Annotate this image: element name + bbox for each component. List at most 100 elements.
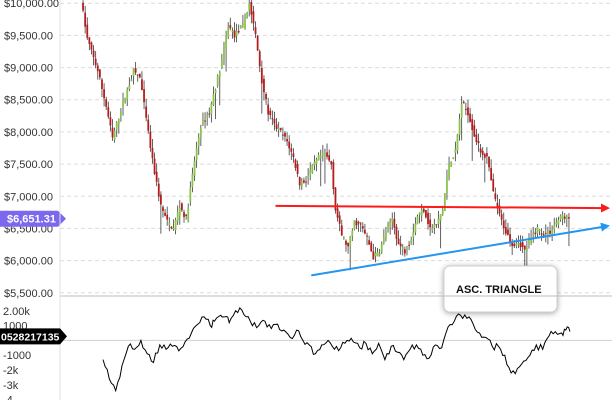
candle-body (210, 103, 213, 115)
candle-body (250, 2, 253, 15)
candle-body (435, 224, 438, 226)
candle-body (155, 171, 158, 182)
y-tick-label: $6,000.00 (4, 256, 53, 268)
candle-body (389, 220, 392, 226)
candle-body (412, 232, 415, 238)
candle-body (162, 207, 164, 212)
candle-body (521, 242, 524, 247)
annotation-callout: ASC. TRIANGLE (443, 265, 558, 313)
candle-body (294, 159, 297, 168)
candle-body (549, 230, 551, 234)
candle-body (176, 212, 179, 222)
candle-body (187, 207, 190, 222)
candle-body (206, 115, 209, 118)
candle-body (178, 207, 181, 216)
candle-body (456, 134, 459, 151)
candle-body (94, 58, 97, 66)
candle-body (393, 218, 396, 228)
candle-body (433, 224, 436, 228)
candle-body (124, 97, 127, 102)
candle-body (136, 74, 139, 76)
candle-body (128, 85, 131, 90)
candle-body (82, 2, 84, 11)
candle-body (338, 215, 341, 224)
candle-body (111, 127, 114, 138)
candle-body (353, 220, 356, 230)
candle-body (117, 119, 120, 125)
candle-body (101, 79, 103, 89)
candle-body (181, 203, 183, 211)
candle-body (246, 12, 249, 19)
candle-body (269, 110, 272, 116)
candle-body (220, 60, 223, 68)
candle-body (199, 127, 202, 139)
candle-body (248, 3, 251, 10)
candle-body (153, 158, 156, 174)
candle-body (315, 159, 318, 164)
candle-body (532, 233, 535, 236)
y-tick-label: $9,000.00 (4, 63, 53, 75)
candle-body (237, 30, 240, 33)
candle-body (258, 51, 261, 67)
candle-body (403, 249, 406, 254)
annotation-box (443, 265, 558, 313)
candle-body (189, 188, 192, 202)
candle-body (332, 162, 335, 190)
candle-body (265, 93, 267, 100)
candle-body (536, 227, 539, 234)
candle-body (467, 107, 469, 116)
candle-body (96, 65, 99, 72)
candle-body (193, 160, 196, 176)
candle-body (326, 152, 328, 157)
price-tag: $6,651.31 (0, 210, 66, 227)
trend-lines (275, 203, 610, 277)
candle-body (149, 131, 152, 148)
oscillator-value-tag: 0528217135 (0, 328, 67, 345)
candle-body (92, 50, 95, 58)
candle-body (260, 68, 263, 84)
oscillator-tick-label: -2k (3, 365, 19, 377)
candle-body (509, 234, 511, 244)
y-tick-label: $7,000.00 (4, 191, 53, 203)
y-tick-label: $8,500.00 (4, 95, 53, 107)
candle-body (515, 243, 518, 246)
candle-body (355, 220, 358, 226)
candle-body (288, 141, 291, 149)
candle-body (307, 175, 310, 179)
candle-body (464, 108, 467, 110)
oscillator-tick-label: -4 (3, 395, 13, 400)
candle-body (370, 242, 373, 252)
candle-body (479, 148, 482, 153)
candle-body (286, 139, 288, 142)
candle-body (134, 68, 137, 73)
candle-body (317, 155, 320, 161)
candle-body (385, 232, 387, 238)
candle-body (414, 223, 417, 233)
candle-body (534, 232, 537, 234)
candle-body (488, 157, 490, 168)
candle-body (460, 103, 463, 118)
candle-body (376, 252, 379, 257)
candle-body (202, 119, 204, 125)
oscillator-tick-label: -3k (3, 380, 19, 392)
y-tick-label: $5,500.00 (4, 288, 53, 300)
candle-body (254, 27, 257, 35)
candle-body (507, 229, 509, 235)
candle-body (490, 167, 493, 181)
trend-line-arrowhead (600, 222, 610, 232)
candle-body (256, 36, 259, 51)
candle-body (492, 179, 495, 192)
candle-body (372, 251, 375, 260)
candle-body (395, 226, 398, 239)
candle-body (233, 30, 236, 38)
candle-body (138, 73, 141, 78)
candle-body (197, 137, 200, 147)
candle-body (481, 150, 484, 155)
candle-body (120, 112, 122, 117)
candle-body (342, 237, 345, 239)
candle-body (185, 214, 188, 216)
y-tick-label: $9,500.00 (4, 30, 53, 42)
candle-body (275, 124, 278, 129)
candle-body (328, 155, 331, 161)
